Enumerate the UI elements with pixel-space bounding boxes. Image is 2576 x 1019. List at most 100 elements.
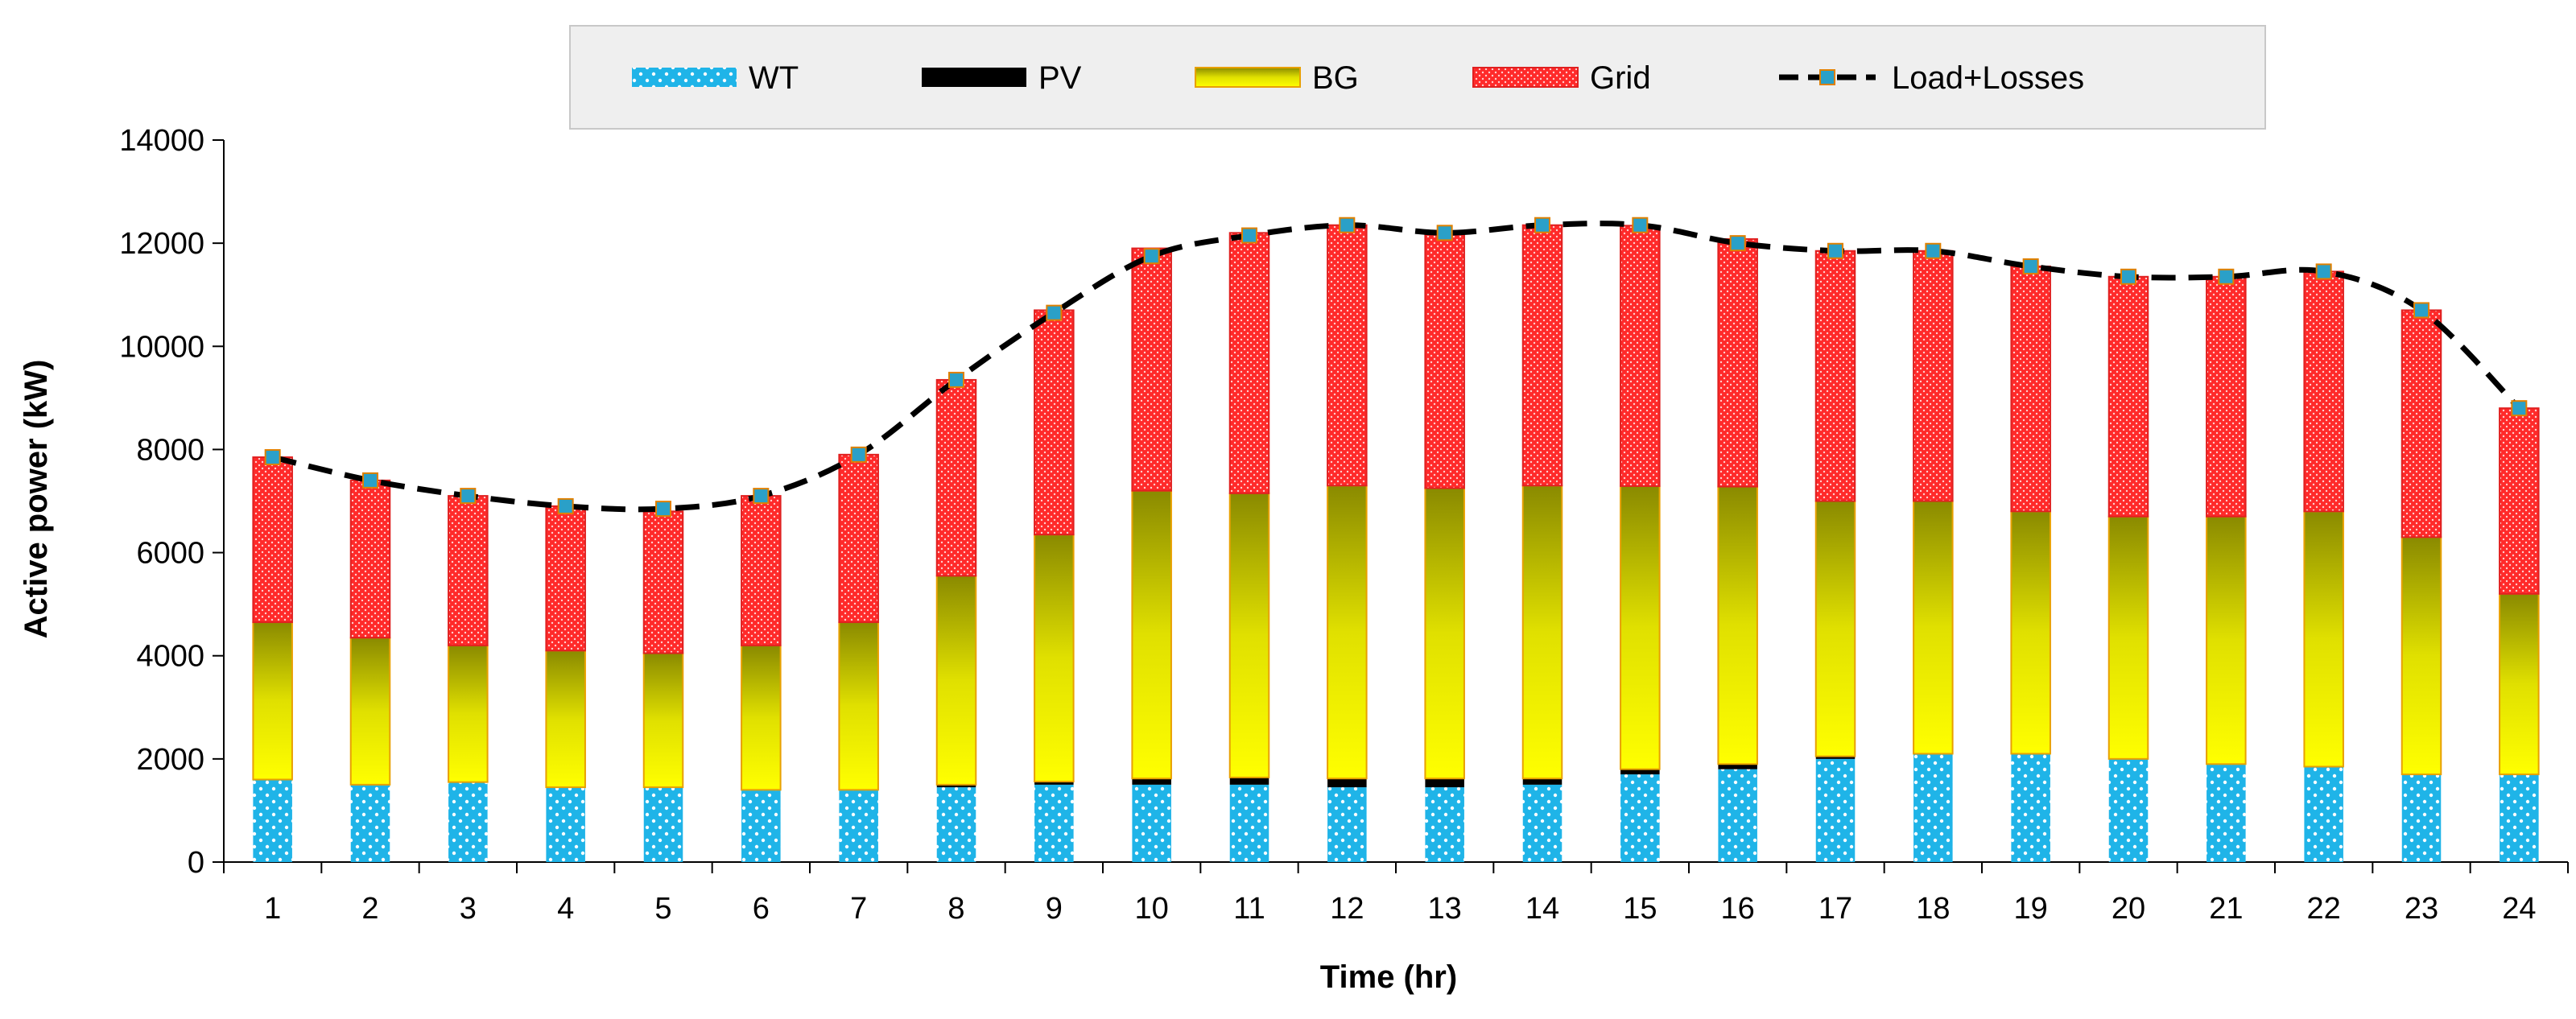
- bar-pv-9: [1034, 782, 1074, 785]
- bar-grid-23: [2401, 309, 2442, 538]
- legend-label-load-losses: Load+Losses: [1892, 60, 2084, 96]
- bar-bg-2: [349, 637, 391, 786]
- bar-wt-16: [1718, 769, 1757, 862]
- x-tick-label: 16: [1721, 892, 1755, 926]
- load-losses-line: [264, 217, 2528, 518]
- bar-grid-22: [2303, 270, 2344, 513]
- bar-grid-10: [1131, 247, 1172, 492]
- bar-wt-6: [741, 790, 781, 862]
- bar-bg-1: [252, 621, 293, 781]
- load-losses-marker-3: [460, 488, 477, 505]
- bar-grid-5: [642, 510, 684, 654]
- load-losses-marker-12: [1339, 217, 1356, 233]
- y-tick-label: 0: [188, 846, 204, 880]
- bar-wt-3: [448, 782, 488, 862]
- load-losses-marker-22: [2315, 263, 2332, 280]
- bar-grid-9: [1034, 309, 1075, 536]
- bar-bg-15: [1620, 485, 1661, 770]
- load-losses-marker-5: [655, 501, 671, 518]
- legend: WT PV BG Grid Load+Losses: [569, 25, 2266, 130]
- x-axis-title: Time (hr): [1320, 959, 1457, 995]
- bar-pv-13: [1425, 778, 1464, 788]
- bar-grid-14: [1521, 224, 1563, 487]
- bar-bg-10: [1131, 489, 1172, 780]
- x-tick-label: 17: [1818, 892, 1852, 926]
- legend-label-wt: WT: [749, 60, 799, 96]
- x-tick-label: 13: [1428, 892, 1462, 926]
- bar-pv-12: [1327, 778, 1367, 788]
- x-tick-label: 3: [460, 892, 477, 926]
- x-tick-label: 7: [850, 892, 867, 926]
- x-tick-label: 5: [654, 892, 671, 926]
- load-losses-marker-10: [1143, 248, 1160, 265]
- load-losses-marker-23: [2413, 302, 2429, 319]
- bar-wt-1: [253, 779, 292, 862]
- x-axis: 1 2 3 4 5 6 7 8 9 10 11 12 13 14 15 16 17 18 19 20 21 22 23 24: [223, 861, 2569, 926]
- bar-grid-17: [1814, 250, 1856, 502]
- y-tick-label: 6000: [136, 537, 204, 571]
- bar-bg-18: [1913, 500, 1954, 755]
- x-tick-label: 18: [1916, 892, 1950, 926]
- x-tick-label: 2: [361, 892, 378, 926]
- x-tick-label: 10: [1135, 892, 1169, 926]
- y-tick-label: 2000: [136, 743, 204, 777]
- load-losses-marker-14: [1534, 217, 1550, 233]
- bar-bg-5: [642, 652, 684, 789]
- bar-wt-23: [2401, 774, 2442, 862]
- bar-grid-4: [545, 505, 586, 652]
- legend-swatch-bg: [1195, 67, 1301, 88]
- bar-bg-23: [2401, 536, 2442, 776]
- bar-wt-15: [1620, 774, 1660, 862]
- x-tick-label: 22: [2307, 892, 2341, 926]
- x-tick-label: 12: [1330, 892, 1364, 926]
- bar-pv-10: [1132, 778, 1171, 785]
- load-losses-marker-19: [2022, 258, 2039, 274]
- bar-bg-4: [545, 650, 586, 789]
- load-losses-marker-13: [1436, 225, 1453, 241]
- x-tick-label: 15: [1623, 892, 1657, 926]
- load-losses-marker-24: [2511, 400, 2528, 417]
- bar-bg-24: [2499, 592, 2540, 776]
- bar-grid-24: [2499, 407, 2540, 595]
- x-tick-label: 24: [2502, 892, 2536, 926]
- load-losses-marker-2: [362, 472, 378, 489]
- legend-label-bg: BG: [1312, 60, 1359, 96]
- load-losses-marker-18: [1925, 242, 1942, 259]
- legend-label-pv: PV: [1038, 60, 1082, 96]
- load-losses-marker-9: [1046, 304, 1063, 321]
- load-losses-marker-15: [1632, 217, 1649, 233]
- bar-grid-6: [741, 495, 782, 646]
- x-tick-label: 9: [1046, 892, 1063, 926]
- y-tick-label: 10000: [119, 330, 204, 364]
- x-tick-label: 1: [264, 892, 281, 926]
- y-axis: 0 2000 4000 6000 8000 10000 12000 14000: [119, 124, 225, 880]
- y-axis-title: Active power (kW): [19, 360, 54, 639]
- load-losses-marker-11: [1241, 227, 1257, 244]
- bar-bg-7: [838, 621, 879, 791]
- legend-swatch-grid: [1472, 67, 1579, 88]
- bar-wt-9: [1034, 784, 1074, 862]
- load-losses-marker-17: [1827, 242, 1843, 259]
- bar-grid-3: [448, 495, 489, 646]
- load-losses-marker-8: [948, 371, 964, 388]
- bar-wt-13: [1425, 787, 1464, 862]
- bar-bg-14: [1521, 485, 1563, 780]
- bar-grid-18: [1913, 250, 1954, 502]
- legend-marker-load-losses: [1819, 69, 1835, 85]
- bar-bg-12: [1327, 485, 1368, 780]
- bar-pv-11: [1229, 777, 1269, 785]
- bar-wt-5: [643, 787, 683, 862]
- legend-swatch-pv: [922, 68, 1026, 87]
- y-tick-label: 4000: [136, 640, 204, 674]
- load-losses-marker-4: [557, 497, 574, 514]
- bar-pv-15: [1620, 769, 1660, 775]
- bar-wt-19: [2011, 753, 2050, 862]
- x-tick-label: 20: [2112, 892, 2145, 926]
- bar-bg-20: [2107, 515, 2149, 760]
- bar-grid-13: [1424, 232, 1465, 489]
- bar-bg-6: [741, 644, 782, 791]
- bar-grid-1: [252, 456, 293, 624]
- x-tick-label: 23: [2405, 892, 2438, 926]
- bar-grid-19: [2010, 265, 2051, 513]
- y-tick-label: 12000: [119, 227, 204, 261]
